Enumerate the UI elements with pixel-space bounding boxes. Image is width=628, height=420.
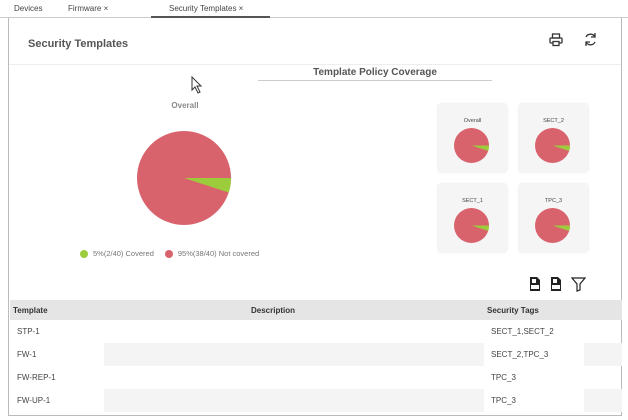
card-sect-1[interactable]: SECT_1	[438, 184, 507, 252]
table-row[interactable]: FW-REP-1 TPC_3	[10, 366, 622, 389]
slice-covered[interactable]	[552, 145, 571, 151]
slice-covered[interactable]	[552, 225, 571, 231]
security-tags-cell: SECT_1,SECT_2	[491, 327, 554, 336]
security-tags-cell: TPC_3	[491, 373, 516, 382]
table-row[interactable]: FW-1 SECT_2,TPC_3	[10, 343, 622, 366]
security-tags-cell: TPC_3	[484, 389, 622, 412]
close-icon[interactable]: ×	[103, 4, 109, 13]
templates-table: Template Description Security Tags STP-1…	[10, 300, 622, 412]
tab-label: Security Templates	[169, 4, 237, 13]
template-cell: FW-UP-1	[10, 389, 248, 412]
description-cell	[248, 320, 484, 343]
column-description[interactable]: Description	[248, 300, 484, 320]
column-template[interactable]: Template	[10, 300, 248, 320]
slice-covered[interactable]	[471, 225, 490, 231]
overall-chart-title: Overall	[171, 101, 199, 110]
chart-legend: 5%(2/40) Covered 95%(38/40) Not covered	[80, 249, 259, 258]
export-csv-icon[interactable]	[549, 276, 563, 292]
mini-pie-chart	[535, 208, 571, 243]
overall-pie-chart	[137, 131, 231, 225]
description-cell	[248, 389, 484, 412]
tab-bar: Devices Firmware × Security Templates ×	[0, 0, 628, 18]
card-label: SECT_1	[462, 198, 483, 204]
slice-covered[interactable]	[471, 145, 490, 151]
tab-label: Firmware	[68, 4, 102, 13]
divider	[9, 64, 621, 65]
legend-dot-not-covered	[164, 249, 173, 258]
table-header: Template Description Security Tags	[10, 300, 622, 320]
coverage-title: Template Policy Coverage	[258, 67, 492, 81]
refresh-icon[interactable]	[583, 32, 598, 47]
tab-firmware[interactable]: Firmware ×	[68, 4, 108, 13]
mini-pie-chart	[454, 208, 490, 243]
card-tpc-3[interactable]: TPC_3	[519, 184, 588, 252]
card-overall[interactable]: Overall	[438, 104, 507, 172]
card-label: SECT_2	[543, 118, 564, 124]
tab-security-templates[interactable]: Security Templates ×	[151, 4, 270, 18]
template-cell: FW-REP-1	[17, 373, 56, 382]
page-title: Security Templates	[28, 38, 129, 50]
mini-pie-chart	[535, 128, 571, 163]
description-cell	[248, 343, 484, 366]
mini-pie-chart	[454, 128, 490, 163]
card-sect-2[interactable]: SECT_2	[519, 104, 588, 172]
table-row[interactable]: FW-UP-1 TPC_3	[10, 389, 622, 412]
filter-icon[interactable]	[571, 277, 586, 292]
description-cell	[248, 366, 484, 389]
template-cell: STP-1	[17, 327, 40, 336]
slice-covered[interactable]	[184, 178, 231, 193]
column-security-tags[interactable]: Security Tags	[484, 300, 622, 320]
legend-covered[interactable]: 5%(2/40) Covered	[93, 249, 154, 258]
legend-not-covered[interactable]: 95%(38/40) Not covered	[177, 249, 260, 258]
close-icon[interactable]: ×	[238, 4, 244, 13]
template-cell: FW-1	[10, 343, 248, 366]
export-csv-icon[interactable]	[528, 276, 542, 292]
card-label: Overall	[463, 118, 482, 124]
tab-devices[interactable]: Devices	[14, 4, 43, 13]
security-tags-cell: SECT_2,TPC_3	[484, 343, 622, 366]
content-panel	[8, 18, 622, 416]
legend-dot-covered	[80, 249, 88, 258]
card-label: TPC_3	[544, 198, 563, 204]
printer-icon[interactable]	[549, 33, 563, 47]
cursor-icon	[191, 76, 203, 94]
table-row[interactable]: STP-1 SECT_1,SECT_2	[10, 320, 622, 343]
